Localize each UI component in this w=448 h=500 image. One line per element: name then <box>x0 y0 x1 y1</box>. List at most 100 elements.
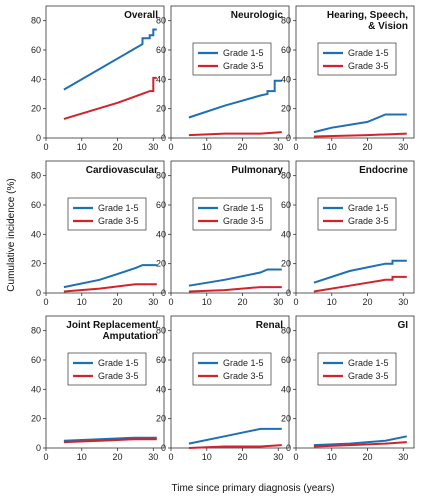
x-tick-label: 0 <box>293 142 298 152</box>
legend-label: Grade 3-5 <box>98 216 139 226</box>
series-line-grade-1-5 <box>313 435 408 447</box>
y-tick-label: 20 <box>281 414 291 424</box>
x-tick-label: 10 <box>202 142 212 152</box>
legend-label: Grade 3-5 <box>223 216 264 226</box>
y-tick-label: 20 <box>31 259 41 269</box>
series-line-grade-1-5 <box>313 113 407 134</box>
legend-label: Grade 3-5 <box>223 371 264 381</box>
panel-title: Amputation <box>102 331 158 342</box>
legend: Grade 1-5 Grade 3-5 <box>317 352 397 386</box>
y-tick-label: 60 <box>31 200 41 210</box>
legend: Grade 1-5 Grade 3-5 <box>67 197 147 231</box>
y-tick-label: 20 <box>156 414 166 424</box>
panel-title: Hearing, Speech, <box>327 10 408 21</box>
series-line-grade-1-5 <box>188 427 282 445</box>
x-tick-label: 10 <box>327 297 337 307</box>
x-tick-label: 20 <box>238 452 248 462</box>
x-tick-label: 0 <box>168 142 173 152</box>
legend: Grade 1-5 Grade 3-5 <box>67 352 147 386</box>
legend-box <box>192 352 272 386</box>
x-tick-label: 0 <box>168 297 173 307</box>
x-tick-label: 10 <box>77 452 87 462</box>
y-tick-label: 20 <box>281 104 291 114</box>
y-tick-label: 40 <box>156 384 166 394</box>
x-tick-label: 30 <box>273 142 283 152</box>
x-tick-label: 0 <box>43 297 48 307</box>
panel-title: Endocrine <box>359 165 408 176</box>
y-tick-label: 40 <box>156 229 166 239</box>
x-tick-label: 30 <box>398 142 408 152</box>
panel-title: Pulmonary <box>231 165 283 176</box>
panel-2: 0 20 40 60 80 0 10 20 30 Hearing, Speech,& Vision… <box>281 5 415 152</box>
x-tick-label: 20 <box>363 142 373 152</box>
y-tick-label: 20 <box>281 259 291 269</box>
y-tick-label: 80 <box>281 171 291 181</box>
y-tick-label: 60 <box>281 45 291 55</box>
y-tick-label: 60 <box>156 45 166 55</box>
x-tick-label: 30 <box>273 297 283 307</box>
series-line-grade-1-5 <box>188 268 282 287</box>
legend-label: Grade 3-5 <box>223 61 264 71</box>
x-tick-label: 0 <box>168 452 173 462</box>
y-tick-label: 60 <box>156 200 166 210</box>
legend-label: Grade 3-5 <box>98 371 139 381</box>
panel-title: Renal <box>256 320 283 331</box>
y-tick-label: 0 <box>161 443 166 453</box>
series-line-grade-3-5 <box>188 286 282 293</box>
legend-label: Grade 1-5 <box>348 203 389 213</box>
x-tick-label: 30 <box>148 142 158 152</box>
legend-label: Grade 1-5 <box>98 358 139 368</box>
x-tick-label: 0 <box>293 297 298 307</box>
y-tick-label: 60 <box>31 355 41 365</box>
y-tick-label: 0 <box>286 133 291 143</box>
x-tick-label: 30 <box>148 452 158 462</box>
y-tick-label: 80 <box>156 171 166 181</box>
legend-label: Grade 1-5 <box>348 358 389 368</box>
legend-label: Grade 1-5 <box>223 48 264 58</box>
y-tick-label: 40 <box>281 74 291 84</box>
series-line-grade-3-5 <box>63 438 157 444</box>
legend-label: Grade 1-5 <box>223 203 264 213</box>
legend-box <box>317 197 397 231</box>
y-tick-label: 0 <box>36 288 41 298</box>
series-line-grade-3-5 <box>313 441 407 448</box>
x-tick-label: 30 <box>398 452 408 462</box>
plot-frame <box>45 5 165 139</box>
series-line-grade-3-5 <box>313 275 407 293</box>
x-axis-label: Time since primary diagnosis (years) <box>171 483 334 494</box>
y-tick-label: 0 <box>286 443 291 453</box>
panel-title: Overall <box>124 10 158 21</box>
legend: Grade 1-5 Grade 3-5 <box>192 42 272 76</box>
y-tick-label: 80 <box>31 171 41 181</box>
y-tick-label: 80 <box>156 16 166 26</box>
panel-title: & Vision <box>368 21 408 32</box>
panel-8: 0 20 40 60 80 0 10 20 30 GI Grade 1-5 Grade 3-5 <box>281 315 415 462</box>
legend: Grade 1-5 Grade 3-5 <box>192 197 272 231</box>
series-line-grade-1-5 <box>313 259 407 284</box>
y-tick-label: 60 <box>281 355 291 365</box>
x-tick-label: 20 <box>363 297 373 307</box>
x-tick-label: 10 <box>77 297 87 307</box>
legend-label: Grade 1-5 <box>223 358 264 368</box>
y-tick-label: 80 <box>31 326 41 336</box>
x-tick-label: 20 <box>238 297 248 307</box>
x-tick-label: 10 <box>327 142 337 152</box>
y-tick-label: 0 <box>286 288 291 298</box>
legend-box <box>67 352 147 386</box>
y-tick-label: 40 <box>281 384 291 394</box>
legend-box <box>317 352 397 386</box>
series-line-grade-3-5 <box>63 76 157 120</box>
legend: Grade 1-5 Grade 3-5 <box>317 42 397 76</box>
legend-label: Grade 1-5 <box>98 203 139 213</box>
legend-box <box>192 42 272 76</box>
y-tick-label: 0 <box>36 443 41 453</box>
x-tick-label: 0 <box>43 452 48 462</box>
y-tick-label: 60 <box>31 45 41 55</box>
y-tick-label: 20 <box>156 104 166 114</box>
x-tick-label: 10 <box>77 142 87 152</box>
x-tick-label: 30 <box>398 297 408 307</box>
legend: Grade 1-5 Grade 3-5 <box>317 197 397 231</box>
